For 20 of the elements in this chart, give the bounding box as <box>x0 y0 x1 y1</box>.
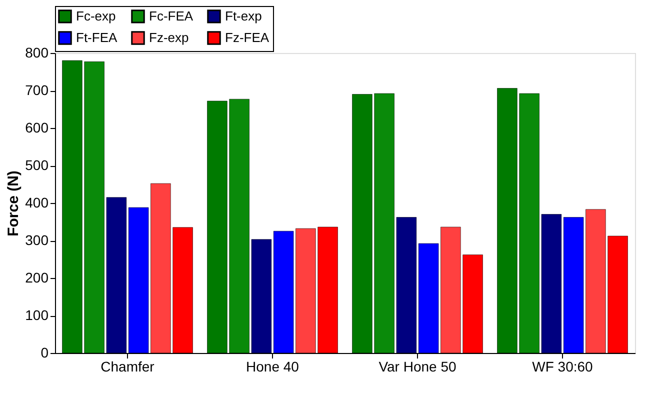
legend-label: Ft-FEA <box>76 30 118 45</box>
y-tick-label: 400 <box>25 194 49 210</box>
y-tick-label: 700 <box>25 82 49 98</box>
y-tick-label: 500 <box>25 157 49 173</box>
y-tick-label: 300 <box>25 232 49 248</box>
legend-label: Fc-exp <box>76 8 116 24</box>
x-tick-label: Hone 40 <box>246 358 300 374</box>
x-tick-label: Chamfer <box>100 358 155 374</box>
x-tick-label: Var Hone 50 <box>378 358 456 374</box>
y-tick-label: 800 <box>25 44 49 60</box>
y-tick-label: 0 <box>40 344 49 360</box>
legend-label: Fc-FEA <box>149 8 194 24</box>
legend-label: Fz-exp <box>149 30 189 45</box>
y-axis-title: Force (N) <box>5 170 22 236</box>
y-tick-label: 200 <box>25 270 49 286</box>
y-tick-label: 100 <box>25 307 49 323</box>
legend-label: Fz-FEA <box>225 30 270 45</box>
legend-label: Ft-exp <box>225 8 262 24</box>
x-tick-label: WF 30:60 <box>532 358 594 374</box>
y-tick-label: 600 <box>25 120 49 136</box>
